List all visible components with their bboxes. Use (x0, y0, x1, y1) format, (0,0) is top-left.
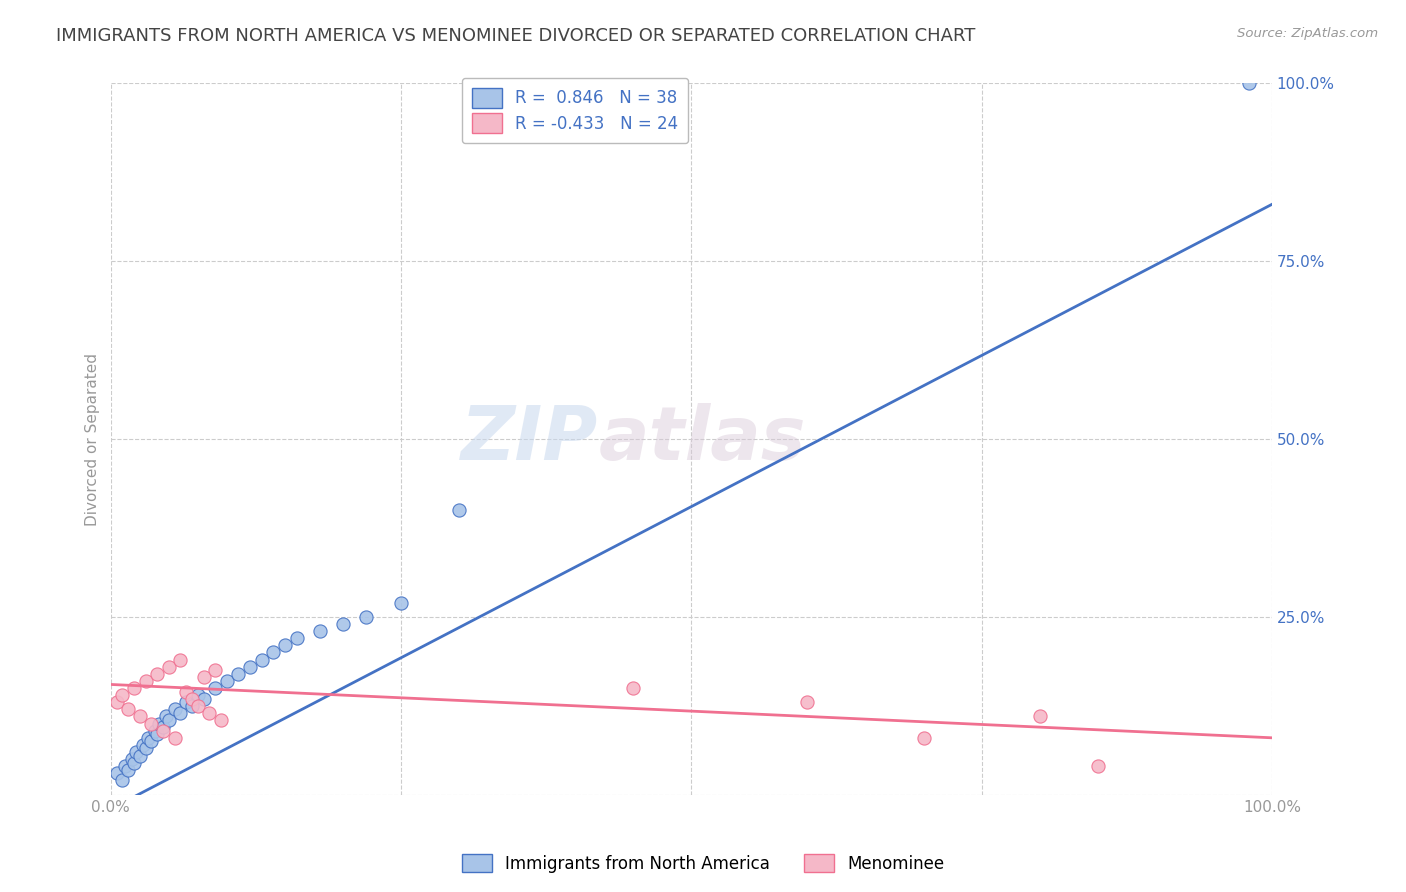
Point (174, 684, 197, 698)
Point (912, 731, 935, 745)
Point (143, 723, 166, 738)
Point (389, 596, 412, 610)
Point (198, 706, 221, 720)
Point (146, 727, 169, 741)
Point (169, 706, 191, 720)
Point (181, 698, 204, 713)
Y-axis label: Divorced or Separated: Divorced or Separated (86, 352, 100, 525)
Point (146, 666, 169, 681)
Point (204, 681, 226, 695)
Point (1237, 77, 1260, 91)
Point (209, 713, 232, 727)
Point (105, 695, 128, 709)
Point (128, 709, 150, 723)
Point (354, 610, 377, 624)
Point (181, 691, 204, 706)
Point (132, 738, 155, 752)
Point (125, 745, 148, 759)
Point (169, 652, 191, 666)
Point (796, 695, 818, 709)
Point (105, 766, 128, 780)
Point (228, 666, 250, 681)
Point (449, 503, 471, 517)
Point (121, 752, 143, 766)
Point (117, 763, 139, 777)
Point (285, 631, 308, 645)
Text: atlas: atlas (599, 402, 806, 475)
Point (152, 723, 174, 738)
Legend: Immigrants from North America, Menominee: Immigrants from North America, Menominee (456, 847, 950, 880)
Legend: R =  0.846   N = 38, R = -0.433   N = 24: R = 0.846 N = 38, R = -0.433 N = 24 (463, 78, 689, 144)
Point (135, 741, 157, 756)
Point (148, 716, 170, 731)
Point (174, 695, 197, 709)
Point (1028, 709, 1050, 723)
Point (1087, 759, 1109, 773)
Point (274, 638, 297, 652)
Text: IMMIGRANTS FROM NORTH AMERICA VS MENOMINEE DIVORCED OR SEPARATED CORRELATION CHA: IMMIGRANTS FROM NORTH AMERICA VS MENOMIN… (56, 27, 976, 45)
Point (193, 670, 215, 684)
Point (155, 709, 177, 723)
Point (308, 624, 330, 639)
Point (163, 702, 186, 716)
Point (157, 713, 180, 727)
Point (163, 731, 186, 745)
Point (250, 652, 273, 666)
Point (135, 673, 157, 688)
Point (187, 698, 209, 713)
Point (136, 731, 159, 745)
Point (621, 681, 644, 695)
Point (111, 688, 134, 702)
Point (117, 702, 139, 716)
Point (122, 681, 145, 695)
Point (262, 645, 284, 659)
Point (141, 734, 163, 748)
Point (122, 756, 145, 770)
Point (157, 659, 180, 673)
Point (332, 617, 354, 632)
Point (111, 773, 134, 788)
Point (204, 663, 226, 677)
Point (128, 748, 150, 763)
Point (114, 759, 136, 773)
Point (141, 716, 163, 731)
Point (193, 691, 215, 706)
Point (187, 688, 209, 702)
Text: Source: ZipAtlas.com: Source: ZipAtlas.com (1237, 27, 1378, 40)
Point (152, 720, 174, 734)
Point (239, 659, 262, 673)
Text: ZIP: ZIP (461, 402, 599, 475)
Point (215, 673, 238, 688)
